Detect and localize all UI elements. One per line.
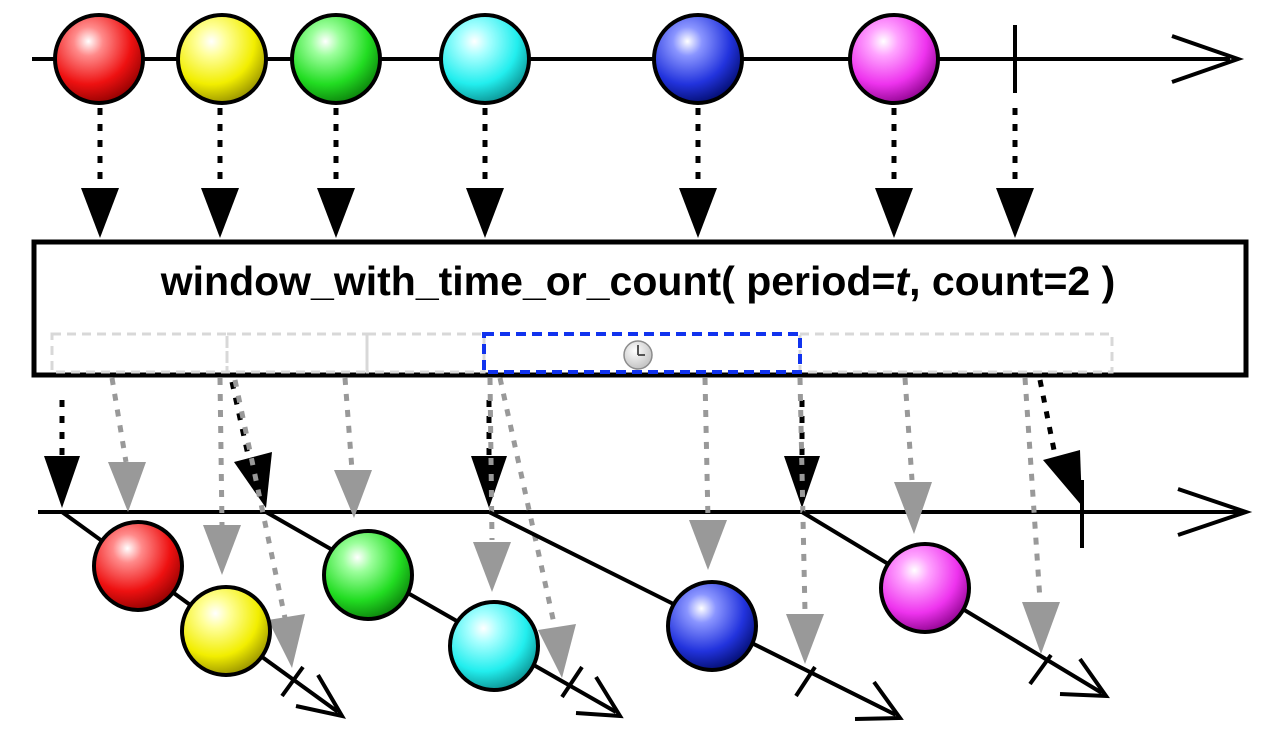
ghost-arrowhead-yellow (203, 525, 241, 575)
ghost-timer-windows (50, 332, 1114, 374)
drop-arrow-magenta (875, 108, 913, 238)
ghost-arrowhead-window-2-close (538, 624, 576, 678)
window-2-marble-green (322, 529, 414, 621)
source-marble-red (53, 13, 145, 105)
window-1-complete-tick (280, 665, 305, 698)
operator-label: window_with_time_or_count( period=t, cou… (160, 258, 1116, 304)
active-timer-window (482, 332, 802, 374)
window-3-complete-tick (794, 665, 817, 698)
source-marble-green (290, 13, 382, 105)
source-marble-magenta (848, 13, 940, 105)
window-4-marble-magenta (879, 542, 971, 634)
completion-arrow (1037, 379, 1082, 506)
ghost-arrowhead-green (334, 470, 372, 518)
clock-icon (623, 340, 653, 370)
source-marble-blue (652, 13, 744, 105)
drop-arrow-blue (679, 108, 717, 238)
window-1-marble-yellow (180, 585, 272, 677)
window-2-complete-tick (560, 665, 584, 699)
ghost-arrowhead-blue (689, 520, 727, 570)
ghost-arrowhead-red (108, 462, 146, 512)
ghost-arrowhead-window-4-close (1022, 602, 1060, 654)
ghost-arrowhead-magenta (894, 482, 932, 534)
window-1-marble-red (92, 520, 184, 612)
source-marble-cyan (439, 13, 531, 105)
drop-arrow-cyan (466, 108, 504, 238)
source-drops (81, 108, 1034, 238)
drop-arrow-red (81, 108, 119, 238)
window-2-stream (265, 510, 624, 719)
operator-box: window_with_time_or_count( period=t, cou… (31, 239, 1249, 378)
ghost-arrowhead-window-1-close (268, 614, 305, 668)
drop-arrow-completion (996, 108, 1034, 238)
window-1-open-arrow (44, 400, 80, 508)
output-timeline (38, 480, 1253, 548)
window-2-open-arrow (229, 381, 272, 508)
output-marbles (92, 520, 971, 692)
ghost-arrowhead-window-3-close (786, 614, 824, 664)
window-2-marble-cyan (448, 600, 540, 692)
drop-arrow-green (317, 108, 355, 238)
ghost-arrowhead-cyan (473, 542, 511, 592)
drop-arrow-yellow (201, 108, 239, 238)
window-3-marble-blue (666, 580, 758, 672)
ghost-item-arrows (108, 377, 1060, 678)
window-4-complete-tick (1028, 653, 1053, 686)
source-marbles (53, 13, 940, 105)
source-marble-yellow (176, 13, 268, 105)
